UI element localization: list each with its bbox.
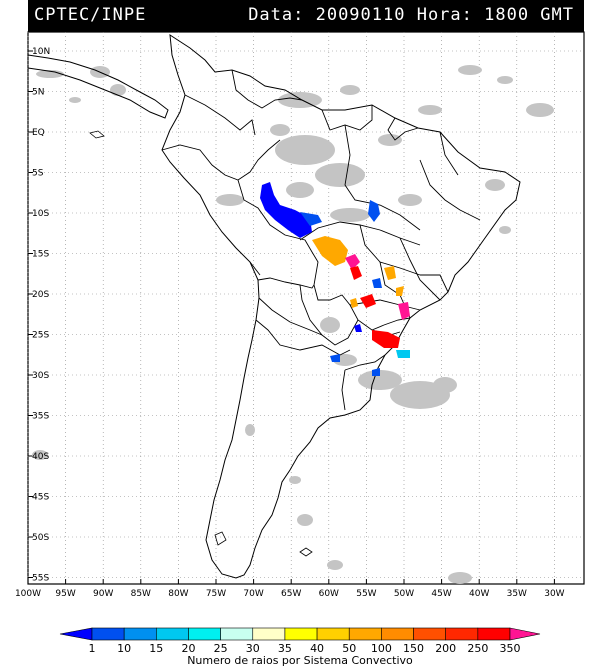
lon-label: 80W	[168, 589, 188, 599]
lat-label: 55S	[32, 574, 49, 584]
colorbar-swatch	[284, 627, 318, 641]
colorbar-swatch	[156, 627, 189, 641]
system-sao-paulo	[360, 294, 376, 308]
map-frame	[27, 31, 585, 585]
colorbar-swatch	[445, 627, 479, 641]
colorbar-swatch	[252, 627, 286, 641]
lon-label: 65W	[281, 589, 301, 599]
colorbar-tick-label: 15	[149, 642, 163, 654]
colorbar-tick-label: 250	[467, 642, 488, 654]
colorbar-tick-label: 10	[117, 642, 131, 654]
convective-systems	[260, 182, 410, 376]
colorbar-swatch	[316, 627, 350, 641]
lat-label: 5S	[32, 169, 44, 179]
colorbar-tick-label: 30	[246, 642, 260, 654]
map-header: CPTEC/INPE Data: 20090110 Hora: 1800 GMT	[28, 0, 584, 32]
lon-label: 60W	[319, 589, 339, 599]
colorbar-swatch	[123, 627, 157, 641]
system-amazon-west	[260, 182, 312, 238]
colorbar-swatch	[348, 627, 382, 641]
central-america-outline	[27, 54, 169, 119]
lon-label: 75W	[206, 589, 226, 599]
system-rs	[372, 368, 380, 376]
colorbar-tick-labels: 1 10 15 20 25 30 35 40 50 100 150 200 250 350	[89, 642, 521, 654]
lat-label: EQ	[32, 128, 45, 138]
system-amazon-central	[300, 212, 322, 226]
lon-label: 70W	[243, 589, 263, 599]
latitude-labels: 10N 5N EQ 5S 10S 15S 20S 25S 30S 35S 40S 45S 50S 55S	[32, 47, 50, 584]
colorbar-tick-label: 50	[342, 642, 356, 654]
lon-label: 40W	[469, 589, 489, 599]
system-minas-1	[384, 266, 396, 280]
colorbar-swatch	[91, 627, 125, 641]
system-rio-de-janeiro	[398, 302, 410, 320]
lat-label: 40S	[32, 452, 49, 462]
lon-label: 100W	[15, 589, 41, 599]
colorbar-swatches	[59, 627, 541, 641]
graticule	[27, 32, 584, 584]
lon-label: 35W	[507, 589, 527, 599]
lon-label: 55W	[356, 589, 376, 599]
timestamp-label: Data: 20090110 Hora: 1800 GMT	[248, 5, 574, 25]
system-minas-2	[372, 278, 382, 288]
colorbar-tick-label: 200	[435, 642, 456, 654]
colorbar-swatch	[477, 627, 511, 641]
colorbar-swatch	[220, 627, 254, 641]
lat-label: 5N	[32, 88, 44, 98]
lat-label: 20S	[32, 290, 49, 300]
colorbar-max-arrow	[509, 627, 541, 641]
colorbar-tick-label: 20	[181, 642, 195, 654]
colorbar-tick-label: 1	[89, 642, 96, 654]
colorbar-min-arrow	[59, 627, 93, 641]
longitude-labels: 100W 95W 90W 85W 80W 75W 70W 65W 60W 55W 50W 45W 40W…	[15, 589, 565, 599]
system-goias-1	[345, 254, 360, 270]
lat-label: 25S	[32, 331, 49, 341]
lon-label: 50W	[394, 589, 414, 599]
colorbar-tick-label: 25	[214, 642, 228, 654]
lat-label: 10N	[32, 47, 50, 57]
lon-label: 90W	[93, 589, 113, 599]
colorbar-tick-label: 100	[371, 642, 392, 654]
lon-label: 45W	[431, 589, 451, 599]
colorbar-swatch	[188, 627, 221, 641]
system-parana	[372, 330, 400, 348]
lat-label: 50S	[32, 533, 49, 543]
lat-label: 45S	[32, 493, 49, 503]
lat-label: 15S	[32, 250, 49, 260]
lat-label: 10S	[32, 209, 49, 219]
cloud-cover	[32, 65, 554, 584]
colorbar-tick-label: 40	[310, 642, 324, 654]
source-label: CPTEC/INPE	[34, 5, 147, 25]
system-para-south	[368, 200, 380, 222]
system-santa-catarina	[396, 350, 410, 358]
lon-label: 85W	[131, 589, 151, 599]
system-paraguay-1	[350, 298, 358, 308]
system-goias-2	[350, 266, 362, 280]
colorbar-title: Numero de raios por Sistema Convectivo	[187, 654, 413, 667]
lon-label: 95W	[55, 589, 75, 599]
lat-label: 30S	[32, 371, 49, 381]
colorbar-swatch	[413, 627, 446, 641]
colorbar-tick-label: 350	[500, 642, 521, 654]
lat-label: 35S	[32, 412, 49, 422]
colorbar-swatch	[381, 627, 414, 641]
islands	[89, 130, 313, 557]
system-ms	[334, 256, 340, 262]
colorbar-tick-label: 150	[403, 642, 424, 654]
lon-label: 30W	[544, 589, 564, 599]
system-minas-3	[396, 286, 404, 296]
colorbar: 1 10 15 20 25 30 35 40 50 100 150 200 250 350	[59, 627, 541, 654]
system-uruguay	[330, 354, 340, 362]
colorbar-tick-label: 35	[278, 642, 292, 654]
system-paraguay-2	[354, 324, 362, 332]
